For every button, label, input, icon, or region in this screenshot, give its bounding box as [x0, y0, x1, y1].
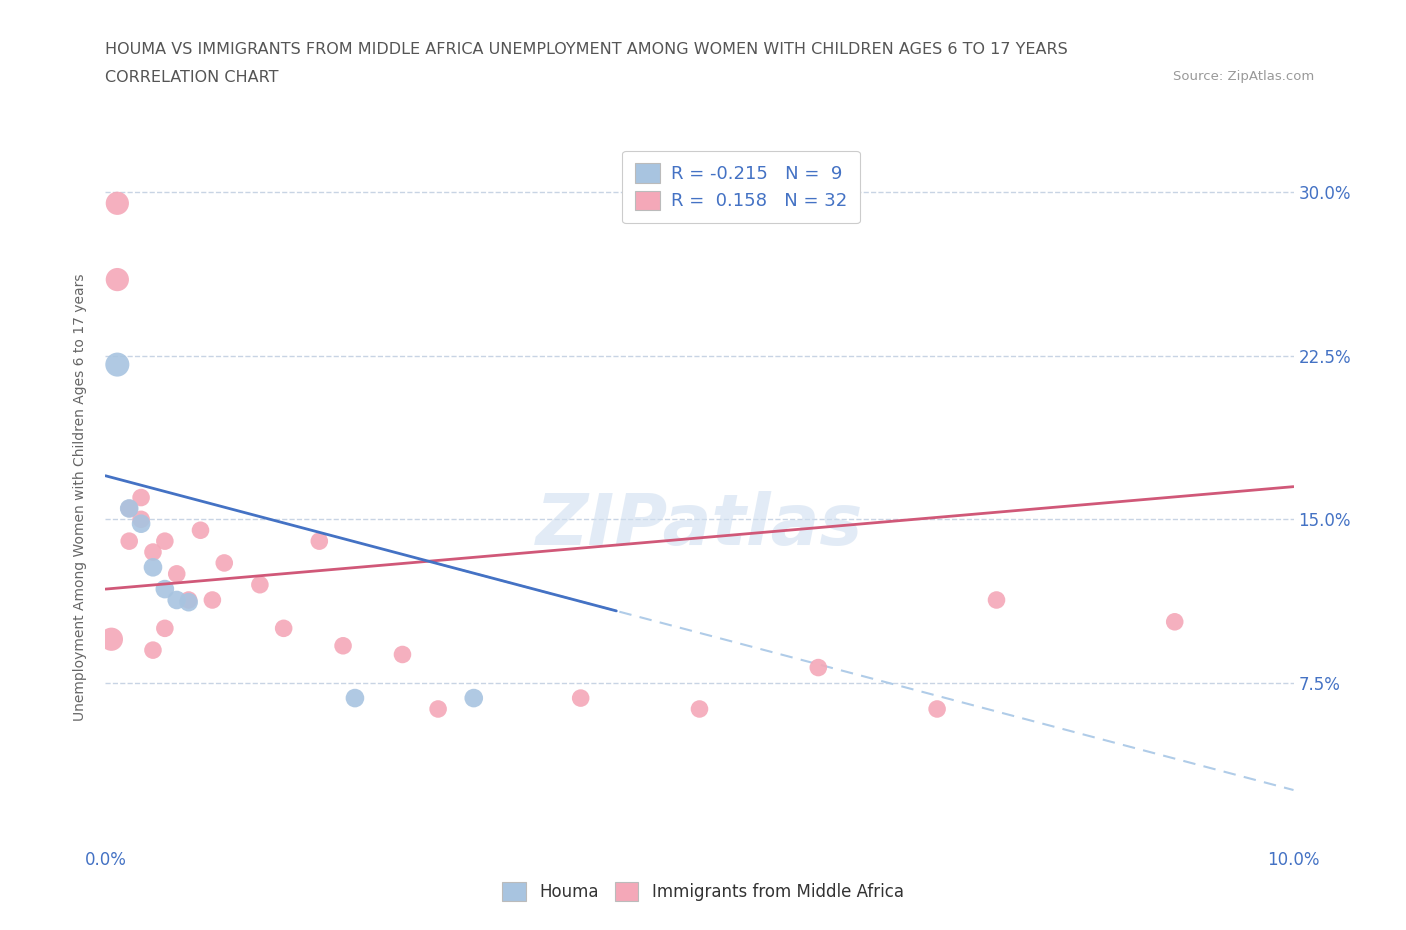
Text: HOUMA VS IMMIGRANTS FROM MIDDLE AFRICA UNEMPLOYMENT AMONG WOMEN WITH CHILDREN AG: HOUMA VS IMMIGRANTS FROM MIDDLE AFRICA U… — [105, 42, 1069, 57]
Point — [689, 701, 711, 716]
Text: ZIPatlas: ZIPatlas — [536, 491, 863, 560]
Point — [177, 595, 200, 610]
Point — [463, 691, 485, 706]
Point — [105, 357, 128, 372]
Point — [142, 643, 165, 658]
Point — [308, 534, 330, 549]
Point — [129, 512, 152, 526]
Point — [273, 621, 295, 636]
Point — [129, 490, 152, 505]
Point — [343, 691, 366, 706]
Point — [927, 701, 949, 716]
Point — [118, 534, 141, 549]
Point — [214, 555, 236, 570]
Point — [190, 523, 212, 538]
Point — [129, 516, 152, 531]
Point — [166, 566, 188, 581]
Point — [569, 691, 592, 706]
Point — [391, 647, 413, 662]
Point — [118, 501, 141, 516]
Point — [201, 592, 224, 607]
Point — [153, 581, 176, 596]
Point — [100, 631, 122, 646]
Point — [118, 501, 141, 516]
Point — [142, 560, 165, 575]
Point — [249, 578, 271, 592]
Point — [427, 701, 450, 716]
Point — [332, 638, 354, 653]
Legend: R = -0.215   N =  9, R =  0.158   N = 32: R = -0.215 N = 9, R = 0.158 N = 32 — [623, 151, 860, 223]
Point — [153, 621, 176, 636]
Point — [105, 272, 128, 287]
Point — [807, 660, 830, 675]
Point — [166, 592, 188, 607]
Point — [986, 592, 1008, 607]
Point — [177, 592, 200, 607]
Text: Source: ZipAtlas.com: Source: ZipAtlas.com — [1174, 70, 1315, 83]
Point — [142, 545, 165, 560]
Point — [1164, 615, 1187, 630]
Text: CORRELATION CHART: CORRELATION CHART — [105, 70, 278, 85]
Point — [105, 196, 128, 211]
Legend: Houma, Immigrants from Middle Africa: Houma, Immigrants from Middle Africa — [495, 876, 911, 908]
Point — [153, 534, 176, 549]
Y-axis label: Unemployment Among Women with Children Ages 6 to 17 years: Unemployment Among Women with Children A… — [73, 273, 87, 722]
